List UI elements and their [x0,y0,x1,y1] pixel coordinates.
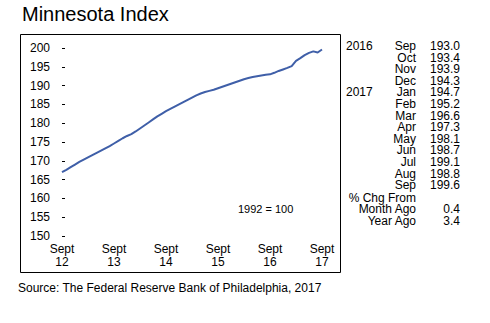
svg-text:199.6: 199.6 [430,178,460,192]
svg-text:190: 190 [30,79,50,93]
svg-text:193.0: 193.0 [430,39,460,53]
svg-text:Dec: Dec [394,73,416,88]
svg-text:199.1: 199.1 [430,155,460,169]
svg-text:2017: 2017 [346,85,373,99]
svg-text:198.7: 198.7 [430,143,460,158]
svg-text:195: 195 [30,60,50,74]
svg-text:195.2: 195.2 [430,97,460,111]
svg-text:196.6: 196.6 [430,108,460,123]
svg-text:1992 = 100: 1992 = 100 [238,203,293,215]
svg-text:May: May [393,131,416,146]
svg-text:175: 175 [30,135,50,149]
svg-text:160: 160 [30,191,50,205]
svg-text:15: 15 [211,255,225,269]
svg-text:200: 200 [30,41,50,55]
svg-text:Jan: Jan [396,85,416,100]
svg-text:Source: The Federal Reserve Ba: Source: The Federal Reserve Bank of Phil… [18,281,322,295]
svg-text:2016: 2016 [346,39,373,53]
svg-text:Sept: Sept [154,242,179,256]
svg-text:Aug: Aug [394,166,416,181]
svg-text:Sep: Sep [394,178,416,193]
svg-text:Sept: Sept [206,242,231,256]
svg-text:155: 155 [30,210,50,224]
svg-text:Sept: Sept [258,242,283,256]
svg-text:Sep: Sep [394,39,416,53]
svg-text:198.1: 198.1 [430,131,460,146]
svg-text:Jun: Jun [396,143,416,158]
svg-text:193.4: 193.4 [430,50,460,65]
svg-text:12: 12 [55,255,69,269]
svg-text:197.3: 197.3 [430,120,460,135]
svg-text:0.4: 0.4 [443,202,460,217]
svg-text:Sept: Sept [50,242,75,256]
svg-text:Sept: Sept [310,242,335,256]
svg-text:Oct: Oct [397,50,416,65]
svg-text:165: 165 [30,173,50,187]
svg-text:Apr: Apr [397,120,416,135]
svg-text:17: 17 [315,255,329,269]
svg-text:Nov: Nov [394,62,416,77]
svg-text:Minnesota Index: Minnesota Index [22,3,169,25]
svg-text:180: 180 [30,116,50,130]
svg-text:Month Ago: Month Ago [358,202,416,217]
svg-text:150: 150 [30,229,50,243]
svg-text:13: 13 [107,255,121,269]
svg-text:193.9: 193.9 [430,62,460,77]
svg-text:3.4: 3.4 [443,214,460,228]
svg-text:Feb: Feb [395,97,416,111]
svg-text:198.8: 198.8 [430,166,460,181]
svg-text:Year Ago: Year Ago [368,214,417,228]
svg-text:194.7: 194.7 [430,85,460,100]
svg-text:Mar: Mar [395,108,416,123]
svg-text:170: 170 [30,154,50,168]
svg-text:% Chg From: % Chg From [348,190,416,205]
svg-text:Sept: Sept [102,242,127,256]
svg-text:Jul: Jul [400,155,416,169]
svg-text:16: 16 [263,255,277,269]
svg-text:185: 185 [30,97,50,111]
svg-text:194.3: 194.3 [430,73,460,88]
svg-text:14: 14 [159,255,173,269]
